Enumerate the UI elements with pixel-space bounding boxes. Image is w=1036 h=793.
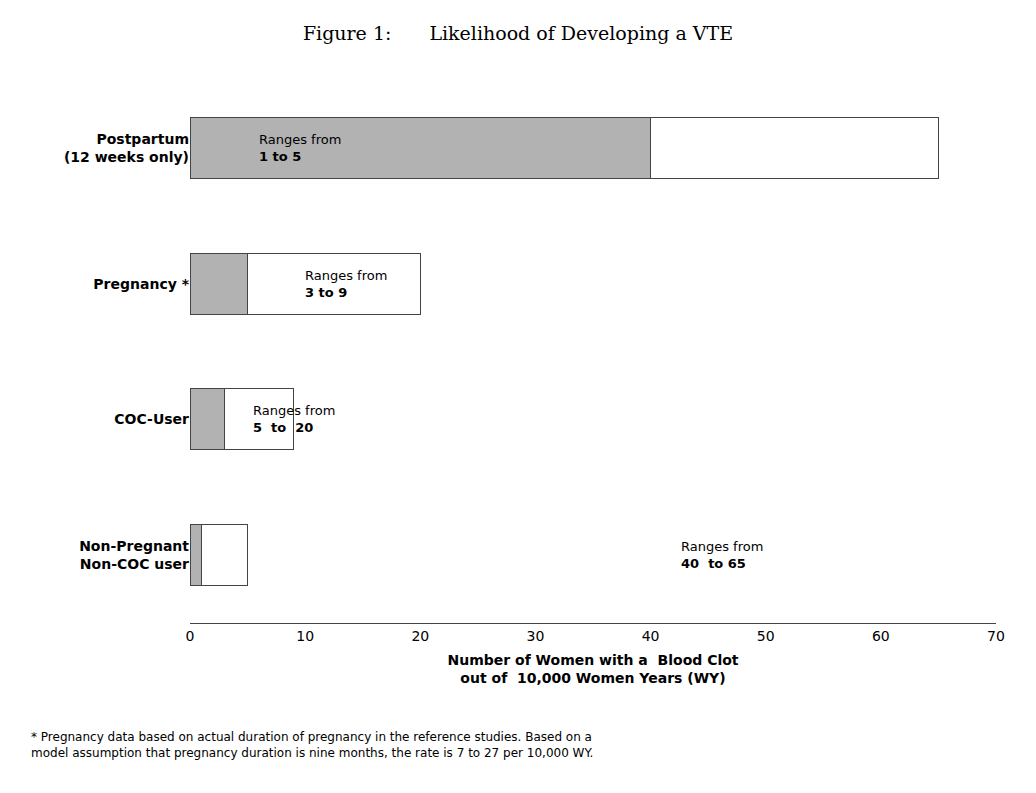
- svg-text:COC-User: COC-User: [114, 411, 189, 427]
- svg-text:10: 10: [296, 628, 314, 644]
- svg-text:Number of Women with a Blood: Number of Women with a Blood Clotout of …: [447, 652, 738, 686]
- svg-text:Ranges from40 to 65: Ranges from40 to 65: [681, 539, 763, 571]
- svg-text:30: 30: [527, 628, 545, 644]
- svg-text:Ranges from1 to 5: Ranges from1 to 5: [259, 132, 341, 164]
- svg-text:Pregnancy *: Pregnancy *: [93, 276, 189, 292]
- svg-text:Ranges from3 to 9: Ranges from3 to 9: [305, 268, 387, 300]
- svg-text:70: 70: [987, 628, 1005, 644]
- svg-text:Ranges from5 to 20: Ranges from5 to 20: [253, 403, 335, 435]
- svg-text:50: 50: [757, 628, 775, 644]
- svg-text:40: 40: [642, 628, 660, 644]
- svg-text:20: 20: [411, 628, 429, 644]
- svg-text:0: 0: [186, 628, 195, 644]
- svg-text:60: 60: [872, 628, 890, 644]
- svg-text:Non-PregnantNon-COC user: Non-PregnantNon-COC user: [79, 538, 189, 572]
- svg-text:* Pregnancy data based on actu: * Pregnancy data based on actual duratio…: [31, 730, 593, 760]
- svg-text:Postpartum(12 weeks only): Postpartum(12 weeks only): [64, 131, 189, 165]
- svg-text:Figure 1: Likelihood of Devel: Figure 1: Likelihood of Developing a VTE: [303, 22, 733, 44]
